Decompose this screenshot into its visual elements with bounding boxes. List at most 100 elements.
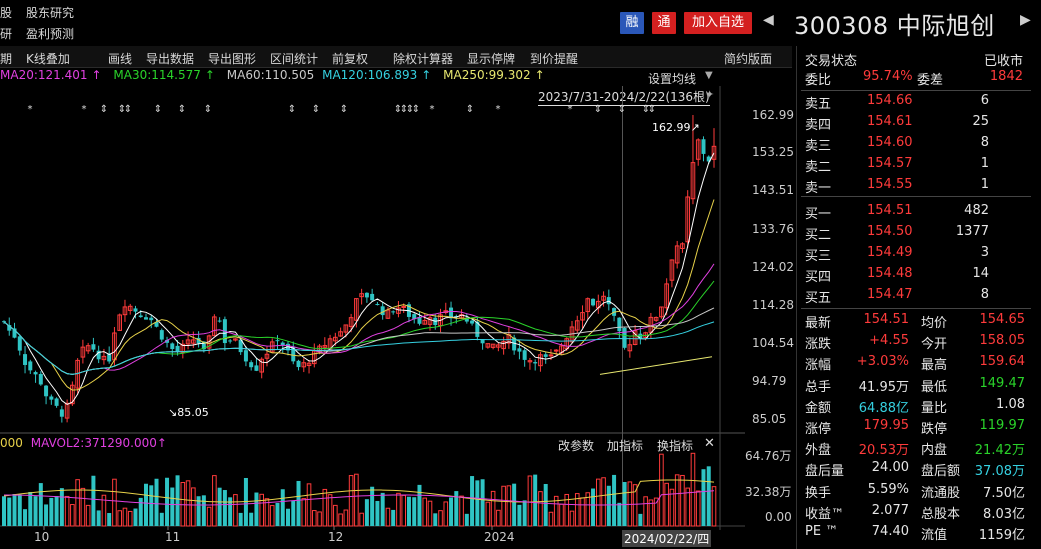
- bid-label: 买一: [805, 207, 832, 222]
- add-watchlist-button[interactable]: 加入自选: [684, 12, 752, 34]
- stat-row: 最新 154.51 均价 154.65: [797, 312, 1037, 333]
- stat-value: 74.40: [871, 524, 909, 539]
- next-stock-icon[interactable]: ▶: [1020, 12, 1031, 28]
- volume-bar: [559, 503, 564, 527]
- stat-label: 换手: [805, 485, 832, 501]
- stat-value: 8.03亿: [983, 506, 1025, 522]
- tool-kline-overlay[interactable]: K线叠加: [26, 52, 70, 66]
- candle-body: [2, 321, 6, 323]
- stat-value: 179.95: [863, 418, 910, 433]
- candle-body: [238, 339, 243, 353]
- stat-row: 收益™ 2.077 总股本 8.03亿: [797, 503, 1037, 524]
- connect-badge[interactable]: 通: [652, 12, 676, 34]
- volume-bar: [643, 496, 648, 527]
- stat-row: 涨幅 +3.03% 最高 159.64: [797, 354, 1037, 375]
- volume-bar: [191, 487, 196, 527]
- volume-bar: [38, 483, 43, 526]
- tool-forward-adjust[interactable]: 前复权: [332, 52, 369, 66]
- candle-body: [585, 298, 591, 313]
- stock-code: 300308: [794, 12, 889, 40]
- volume-bar: [632, 484, 638, 527]
- close-indicator-icon[interactable]: ✕: [704, 436, 715, 451]
- ask-label: 卖三: [805, 139, 832, 154]
- volume-bar: [612, 474, 617, 526]
- tool-range-stats[interactable]: 区间统计: [270, 52, 319, 66]
- tool-export-graphic[interactable]: 导出图形: [208, 52, 257, 66]
- candle-body: [470, 320, 475, 324]
- simple-layout-button[interactable]: 简约版面: [724, 52, 773, 66]
- add-indicator-button[interactable]: 加指标: [607, 439, 644, 453]
- ma-settings-button[interactable]: 设置均线: [648, 72, 697, 86]
- volume-bar: [595, 478, 601, 527]
- stat-value: 5.59%: [867, 481, 909, 497]
- bid-volume: 14: [972, 266, 989, 281]
- candle-body: [480, 339, 485, 344]
- ma-settings-dropdown-icon[interactable]: ▼: [705, 70, 713, 81]
- volume-bar: [165, 477, 170, 526]
- candle-body: [117, 314, 123, 331]
- tool-period[interactable]: 期: [0, 52, 13, 66]
- nav-item-research[interactable]: 研: [0, 27, 13, 41]
- tool-draw-line[interactable]: 画线: [108, 52, 133, 66]
- candle-body: [364, 292, 369, 298]
- stat-row: 金额 64.88亿 量比 1.08: [797, 397, 1037, 418]
- volume-bar: [433, 513, 438, 526]
- pin-icon[interactable]: ✦: [705, 88, 715, 101]
- nav-item-earnings-forecast[interactable]: 盈利预测: [26, 27, 75, 41]
- candle-body: [391, 311, 396, 313]
- volume-bar: [23, 509, 28, 526]
- candle-body: [138, 315, 143, 318]
- volume-bar: [75, 479, 80, 527]
- candle-body: [548, 354, 554, 357]
- candle-body: [291, 346, 296, 362]
- candle-body: [690, 162, 696, 200]
- candle-body: [144, 317, 148, 320]
- volume-bar: [2, 496, 6, 526]
- tool-show-suspension[interactable]: 显示停牌: [467, 52, 516, 66]
- bid-price: 154.51: [867, 203, 913, 218]
- ask-volume: 1: [980, 177, 989, 192]
- margin-badge[interactable]: 融: [620, 12, 644, 34]
- volume-bar: [480, 479, 485, 526]
- change-param-button[interactable]: 改参数: [558, 439, 595, 453]
- volume-bar: [380, 492, 385, 526]
- prev-stock-icon[interactable]: ◀: [763, 12, 774, 28]
- volume-bar: [548, 511, 554, 527]
- kline-chart[interactable]: * * ⇕ ⇕⇕ ⇕ ⇕ ⇕ ⇕ ⇕ ⇕ ⇕⇕⇕⇕ * ⇕ * * ⇕ ⇕ ⇕⇕: [0, 86, 745, 530]
- volume-bar: [249, 512, 254, 526]
- candle-body: [296, 360, 301, 368]
- switch-indicator-button[interactable]: 换指标: [657, 439, 694, 453]
- volume-bar: [680, 474, 685, 527]
- nav-item-stock[interactable]: 股: [0, 6, 13, 20]
- volume-bar: [695, 490, 701, 527]
- volume-bar: [254, 492, 259, 526]
- volume-bar: [711, 486, 717, 527]
- candle-body: [490, 343, 496, 348]
- candle-body: [191, 339, 196, 344]
- candle-body: [107, 354, 112, 362]
- volume-bar: [12, 494, 17, 526]
- price-tick: 114.28: [752, 298, 794, 312]
- volume-bar: [217, 487, 222, 526]
- event-marker: ⇕: [618, 104, 626, 115]
- volume-bar: [370, 486, 375, 526]
- ma5-line: [3, 152, 715, 405]
- bid-volume: 1377: [955, 224, 989, 239]
- candle-body: [622, 327, 627, 348]
- nav-item-shareholder-research[interactable]: 股东研究: [26, 6, 75, 20]
- tool-export-data[interactable]: 导出数据: [146, 52, 195, 66]
- candle-body: [680, 243, 685, 250]
- candle-body: [269, 341, 275, 353]
- tool-price-alert[interactable]: 到价提醒: [530, 52, 579, 66]
- stat-label: 总股本: [921, 506, 961, 522]
- volume-bar: [659, 453, 664, 527]
- volume-bar: [585, 492, 591, 527]
- stat-value: 149.47: [979, 375, 1026, 391]
- event-marker: *: [28, 104, 33, 115]
- candle-body: [711, 145, 717, 160]
- candle-body: [154, 321, 159, 327]
- tool-ex-rights-calculator[interactable]: 除权计算器: [393, 52, 454, 66]
- volume-bar: [606, 485, 611, 526]
- stat-value: 7.50亿: [983, 485, 1025, 501]
- volume-bar: [406, 496, 411, 526]
